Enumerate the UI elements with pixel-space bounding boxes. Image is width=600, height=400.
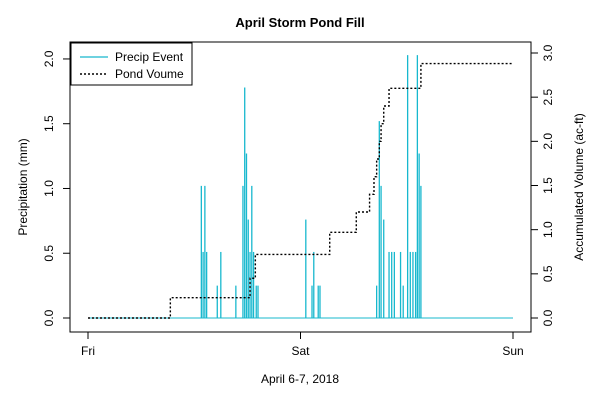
- y2-tick-label: 2.5: [541, 89, 555, 106]
- y2-tick-label: 1.5: [541, 177, 555, 194]
- y-tick-label: 1.0: [42, 180, 56, 197]
- legend-label-volume: Pond Voume: [115, 67, 184, 81]
- y-axis-right: 0.0 0.5 1.0 1.5 2.0 2.5 3.0: [530, 44, 555, 326]
- legend-label-precip: Precip Event: [115, 50, 184, 64]
- y-tick-label: 2.0: [42, 50, 56, 67]
- y2-tick-label: 2.0: [541, 133, 555, 150]
- y2-tick-label: 1.0: [541, 221, 555, 238]
- legend: Precip Event Pond Voume: [70, 42, 193, 86]
- x-axis: Fri Sat Sun: [81, 331, 524, 358]
- y-tick-label: 0.5: [42, 245, 56, 262]
- x-axis-label: April 6-7, 2018: [261, 372, 339, 386]
- precip-bars: [200, 55, 422, 318]
- x-tick-label: Sun: [502, 344, 523, 358]
- y-tick-label: 0.0: [42, 309, 56, 326]
- y2-axis-label: Accumulated Volume (ac-ft): [572, 113, 586, 260]
- y2-tick-label: 0.0: [541, 309, 555, 326]
- y-axis-left: 0.0 0.5 1.0 1.5 2.0: [42, 50, 71, 326]
- x-tick-label: Fri: [81, 344, 95, 358]
- y-tick-label: 1.5: [42, 115, 56, 132]
- y-axis-label: Precipitation (mm): [16, 138, 30, 235]
- chart-title: April Storm Pond Fill: [235, 15, 364, 30]
- y2-tick-label: 3.0: [541, 44, 555, 61]
- x-tick-label: Sat: [291, 344, 310, 358]
- legend-box: [70, 42, 193, 86]
- y2-tick-label: 0.5: [541, 265, 555, 282]
- pond-volume-line: [88, 62, 513, 319]
